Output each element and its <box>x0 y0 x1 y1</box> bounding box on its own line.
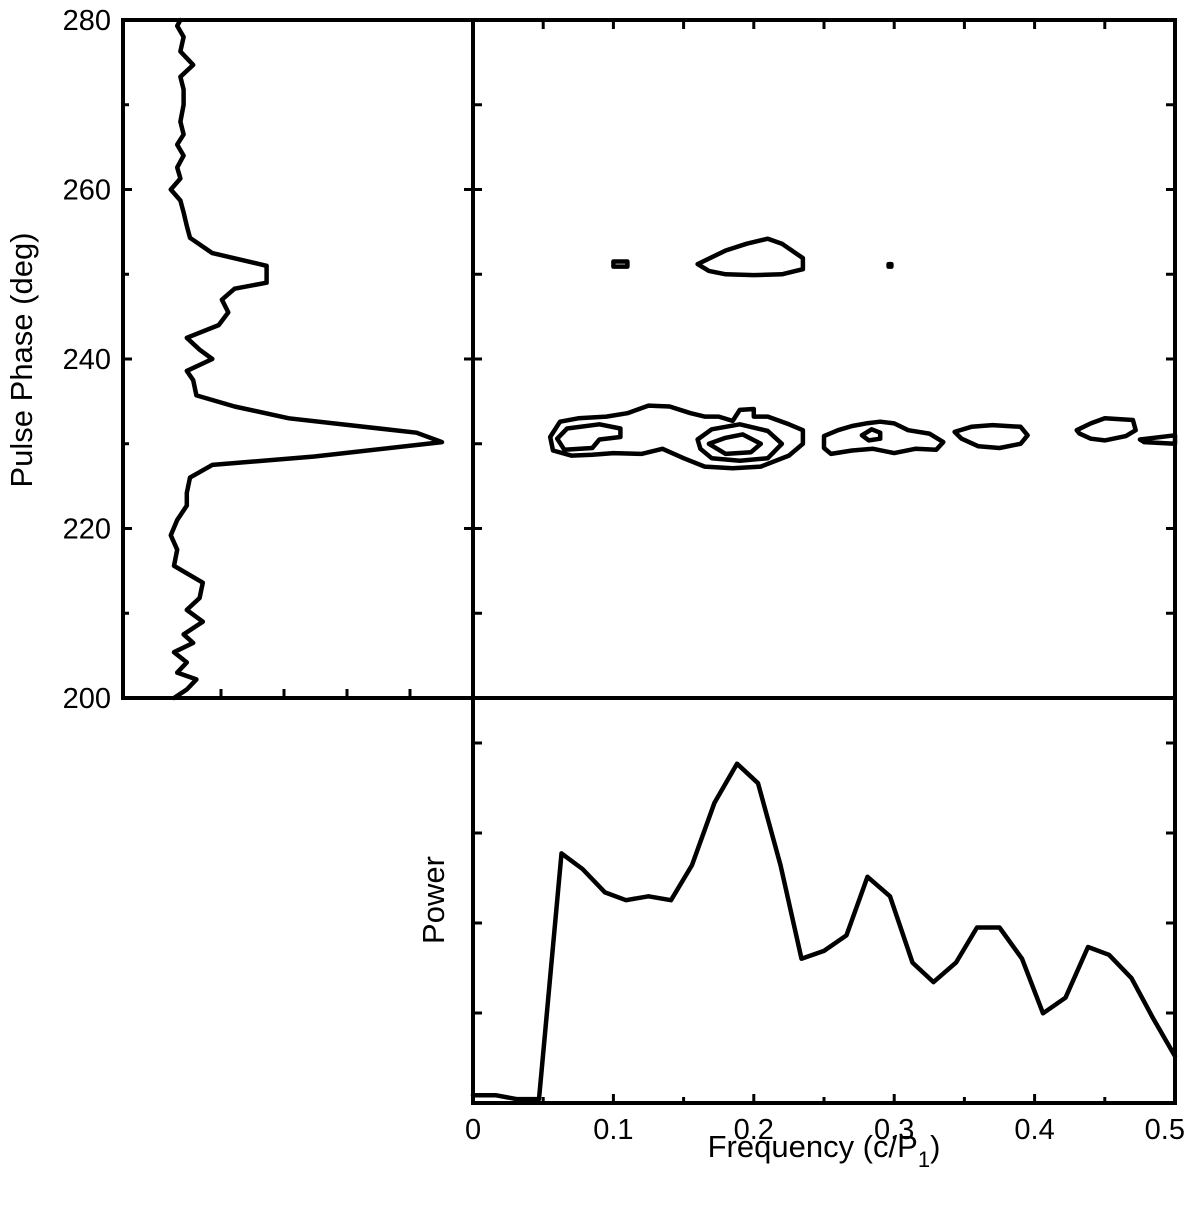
contour-ticks <box>473 20 1177 615</box>
spectrum-x-label-close: ) <box>930 1129 940 1164</box>
contour-level-1 <box>547 403 806 471</box>
spectrum-ticks <box>471 741 1177 1103</box>
spectrum-y-label: Power <box>416 856 451 944</box>
contour-panel <box>471 18 1178 700</box>
spectrum-x-tick-label: 0.5 <box>1145 1114 1185 1146</box>
spectrum-x-tick-label: 0.1 <box>593 1114 633 1146</box>
contour-level-1 <box>695 236 806 278</box>
contour-frame <box>471 18 1177 700</box>
profile-y-tick-label: 220 <box>63 514 111 546</box>
spectrum-x-tick-labels: 0 0.1 0.2 0.3 0.4 0.5 <box>465 1114 1185 1146</box>
contour-level-1 <box>821 419 946 457</box>
contour-level-3 <box>706 432 764 457</box>
spectrum-x-tick-label: 0.2 <box>734 1114 774 1146</box>
spectrum-curve <box>470 761 1178 1102</box>
profile-y-tick-label: 240 <box>63 344 111 376</box>
contour-level-1 <box>611 259 630 269</box>
profile-x-ticks <box>219 689 412 698</box>
profile-y-tick-label: 200 <box>63 683 111 715</box>
spectrum-panel: 0 0.1 0.2 0.3 0.4 0.5 Power Frequency (c/P1) <box>416 696 1185 1172</box>
profile-y-ticks: 200 220 240 260 280 <box>63 5 473 715</box>
profile-y-label: Pulse Phase (deg) <box>4 232 39 487</box>
profile-curve <box>168 17 445 701</box>
contour-level-1 <box>1137 433 1178 447</box>
spectrum-x-label-subscript: 1 <box>918 1147 930 1172</box>
contour-level-2 <box>695 422 785 463</box>
spectrum-x-tick-label: 0.4 <box>1014 1114 1054 1146</box>
contour-level-2 <box>859 427 883 443</box>
spectrum-x-tick-label: 0.3 <box>874 1114 914 1146</box>
contour-level-2 <box>554 422 623 452</box>
profile-frame <box>121 18 475 700</box>
spectrum-frame <box>471 696 1177 1105</box>
contour-level-1 <box>952 422 1030 451</box>
profile-panel: 200 220 240 260 280 Pulse Phase (deg) <box>4 5 475 715</box>
contour-level-1 <box>1074 416 1138 443</box>
spectrum-x-label: Frequency (c/P1) <box>708 1129 941 1172</box>
profile-y-tick-label: 260 <box>63 175 111 207</box>
spectrum-x-label-main: Frequency (c/P <box>708 1129 918 1164</box>
spectrum-x-tick-label: 0 <box>465 1114 481 1146</box>
contour-lines <box>547 236 1178 471</box>
contour-level-1 <box>886 261 894 269</box>
profile-y-tick-label: 280 <box>63 5 111 37</box>
